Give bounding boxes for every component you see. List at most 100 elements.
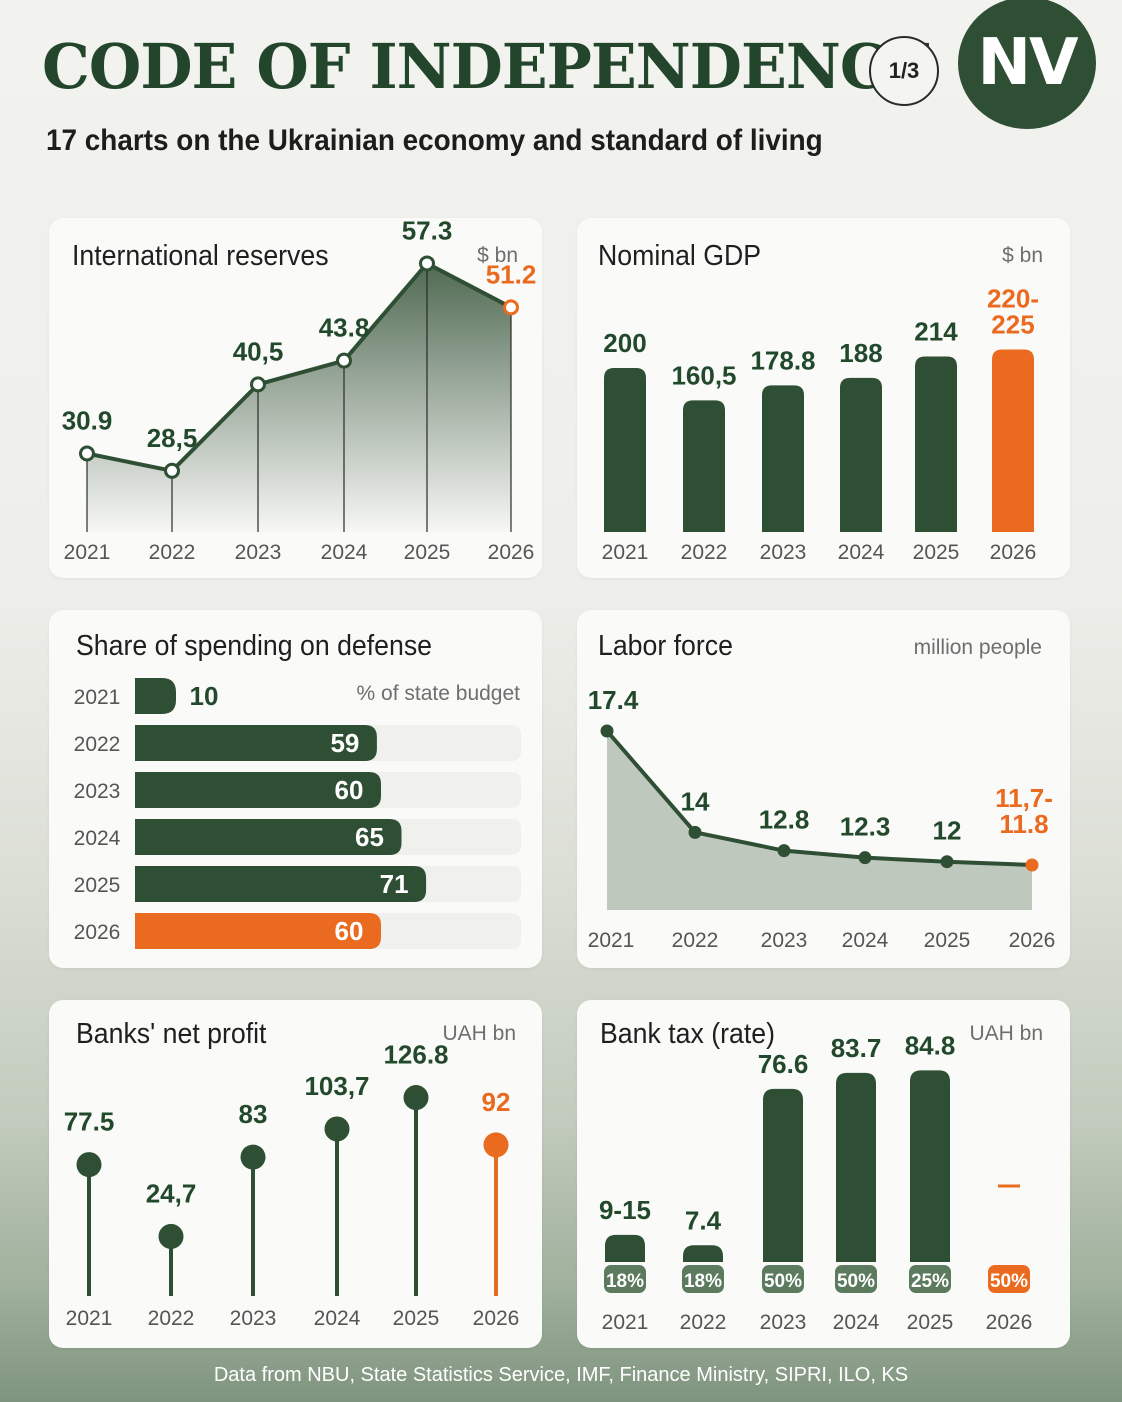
x-tick-label: 2024 [838, 541, 885, 564]
card-banks-net-profit: 77.5 2021 24,7 2022 83 2023 103,7 2024 126.8 2025… [49, 1000, 542, 1348]
bar [135, 678, 176, 714]
x-tick-label: 2026 [990, 541, 1037, 564]
data-label: 160,5 [671, 360, 736, 390]
x-tick-label: 2026 [986, 1311, 1033, 1334]
data-point [419, 255, 435, 272]
x-tick-label: 2021 [64, 541, 111, 564]
rate-badge [604, 1265, 646, 1293]
x-tick-label: 2024 [833, 1311, 880, 1334]
data-label: 30.9 [62, 406, 113, 436]
data-label: 59 [330, 728, 359, 758]
data-point [777, 844, 791, 858]
y-tick-label: 2021 [74, 686, 121, 709]
chart-international-reserves: 30.9 2021 28,5 2022 40,5 2023 43.8 2024 57.3 2025… [62, 218, 537, 564]
x-tick-label: 2025 [913, 541, 960, 564]
data-point [1025, 858, 1039, 872]
rate-label: 18% [684, 1271, 722, 1292]
y-tick-label: 2025 [74, 874, 121, 897]
data-point [240, 1144, 266, 1170]
data-label: 51.2 [486, 259, 537, 289]
data-label: 12 [933, 816, 962, 846]
data-label: 7.4 [685, 1205, 722, 1235]
bar [910, 1070, 950, 1262]
rate-badge [762, 1265, 804, 1293]
data-point [688, 825, 702, 839]
chart-title: Bank tax (rate) [600, 1018, 775, 1050]
card-nominal-gdp: 200 2021 160,5 2022 178.8 2023 188 2024 214 2025 2… [577, 218, 1070, 578]
data-label: 43.8 [319, 313, 370, 343]
chart-title: Labor force [598, 630, 733, 662]
bar [135, 913, 381, 949]
card-labor-force: 17.4 2021 14 2022 12.8 2023 12.3 2024 12 2025 11,7… [577, 610, 1070, 968]
chart-unit: UAH bn [442, 1022, 516, 1045]
rate-badge [682, 1265, 724, 1293]
bar [135, 772, 381, 808]
bar [604, 368, 646, 532]
x-tick-label: 2021 [66, 1307, 113, 1330]
data-label: 178.8 [750, 345, 815, 375]
card-bank-tax: 9-15 18% 2021 7.4 18% 2022 76.6 50% 2023 83.7 50% 2… [577, 1000, 1070, 1348]
bar [763, 1088, 803, 1262]
data-point [403, 1085, 429, 1111]
data-label: 65 [355, 822, 384, 852]
chart-title: Nominal GDP [598, 240, 762, 272]
y-tick-label: 2022 [74, 733, 121, 756]
bar [683, 400, 725, 532]
x-tick-label: 2024 [321, 541, 368, 564]
data-label: 28,5 [147, 423, 198, 453]
bar [135, 725, 377, 761]
data-label: 60 [335, 775, 364, 805]
bar [836, 1072, 876, 1262]
x-tick-label: 2026 [488, 541, 535, 564]
data-label: 57.3 [402, 218, 453, 245]
x-tick-label: 2026 [1009, 929, 1056, 952]
card-defense-spending: 10 2021 59 2022 60 2023 65 2024 71 2025 60 2026 Sha… [49, 610, 542, 968]
data-label: 12.3 [840, 812, 891, 842]
bar [605, 1234, 645, 1262]
rate-badge [909, 1265, 951, 1293]
data-label: 188 [839, 338, 882, 368]
chart-unit: % of state budget [356, 682, 520, 705]
data-point [503, 299, 519, 316]
x-tick-label: 2023 [235, 541, 282, 564]
chart-title: Share of spending on defense [76, 630, 433, 662]
chart-defense-spending: 10 2021 59 2022 60 2023 65 2024 71 2025 60 2026 [74, 678, 521, 949]
series-line [86, 261, 512, 473]
x-tick-label: 2023 [230, 1307, 277, 1330]
data-label: 10 [190, 681, 219, 711]
data-point [250, 376, 266, 393]
y-tick-label: 2023 [74, 780, 121, 803]
rate-label: 50% [990, 1271, 1028, 1292]
data-label: 126.8 [383, 1040, 448, 1070]
bar [683, 1245, 723, 1262]
data-label: 14 [681, 786, 710, 816]
data-point [940, 855, 954, 869]
chart-unit: UAH bn [969, 1022, 1043, 1045]
data-label: 24,7 [146, 1178, 197, 1208]
x-tick-label: 2022 [681, 541, 728, 564]
x-tick-label: 2022 [680, 1311, 727, 1334]
chart-title: International reserves [72, 240, 329, 272]
data-label: 214 [914, 317, 958, 347]
x-tick-label: 2026 [473, 1307, 520, 1330]
nv-logo: NV [958, 0, 1096, 129]
area-fill [87, 263, 511, 532]
data-point [600, 724, 614, 738]
y-tick-label: 2026 [74, 921, 121, 944]
chart-banks-net-profit: 77.5 2021 24,7 2022 83 2023 103,7 2024 126.8 2025… [64, 1040, 520, 1330]
source-footer: Data from NBU, State Statistics Service,… [213, 1364, 909, 1386]
data-label: 220-225 [987, 284, 1039, 340]
data-label: 77.5 [64, 1107, 115, 1137]
page-title: CODE OF INDEPENDENCE [42, 30, 933, 103]
rate-badge [988, 1265, 1030, 1293]
data-label: 103,7 [304, 1071, 369, 1101]
chart-bank-tax: 9-15 18% 2021 7.4 18% 2022 76.6 50% 2023 83.7 50% 2… [599, 1030, 1033, 1334]
data-point [79, 445, 95, 462]
x-tick-label: 2023 [760, 1311, 807, 1334]
x-tick-label: 2025 [404, 541, 451, 564]
data-label: 200 [603, 328, 646, 358]
chart-nominal-gdp: 200 2021 160,5 2022 178.8 2023 188 2024 214 2025 2… [602, 284, 1039, 564]
page-subtitle: 17 charts on the Ukrainian economy and s… [46, 124, 823, 157]
x-tick-label: 2024 [842, 929, 889, 952]
bar [840, 377, 882, 532]
